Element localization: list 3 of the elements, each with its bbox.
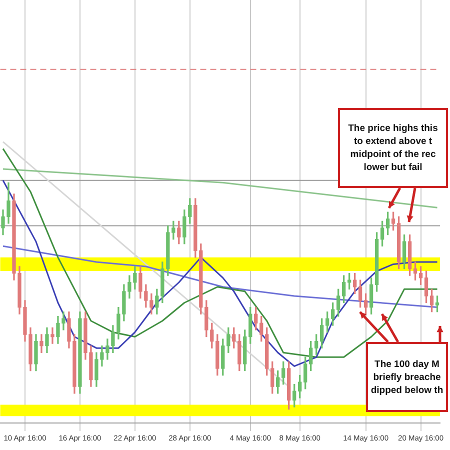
callout-box: The 100 day M briefly breache dipped below th <box>366 342 448 412</box>
annotation: The 100 day M briefly breache dipped below th <box>370 358 444 396</box>
callout-box: The price highs this to extend above t midpoint of the rec lower but fail <box>338 108 448 188</box>
